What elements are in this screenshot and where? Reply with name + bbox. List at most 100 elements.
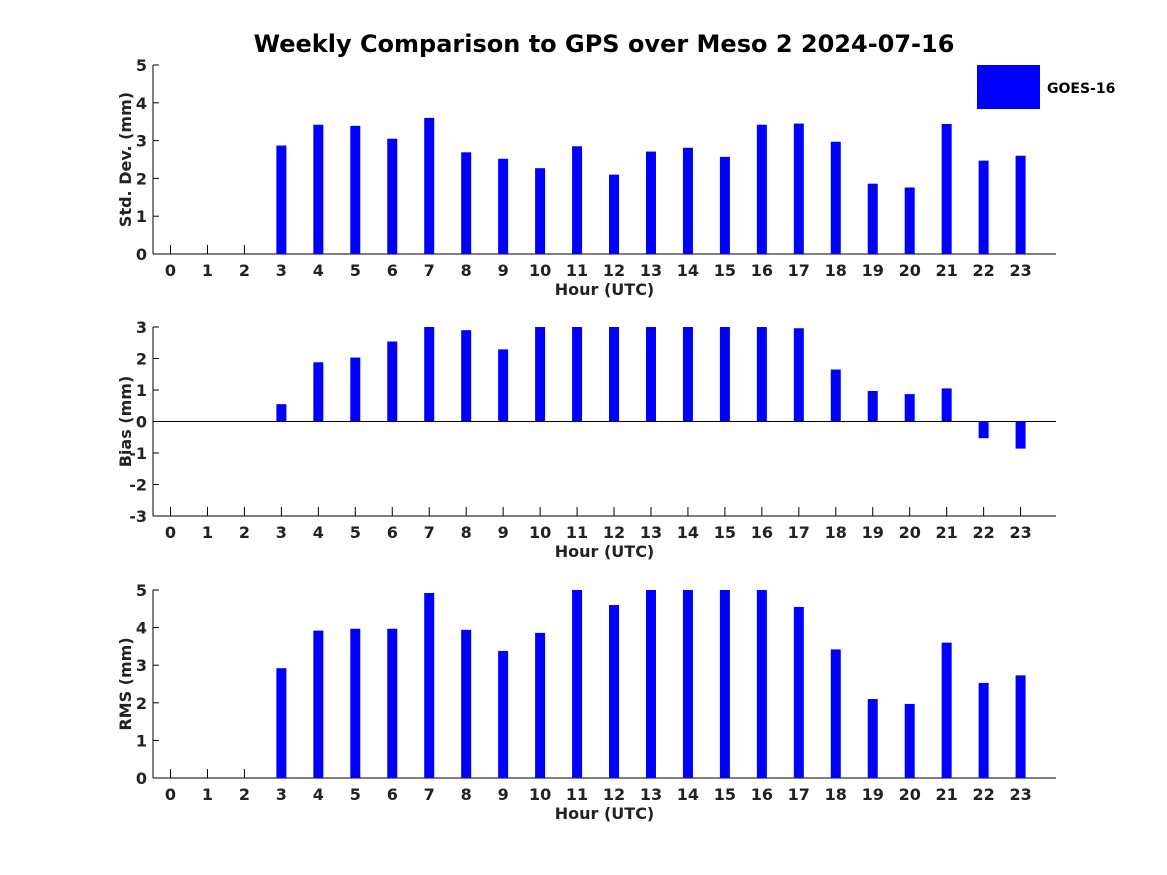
x-tick-label: 1 [202, 261, 213, 280]
x-tick-label: 13 [640, 523, 662, 542]
bar-rms-hour-3 [276, 668, 287, 778]
y-tick-label: -1 [129, 444, 147, 463]
bar-rms-hour-23 [1015, 675, 1026, 778]
bar-rms-hour-17 [793, 606, 804, 778]
x-tick-label: 12 [603, 523, 625, 542]
bar-std-hour-7 [424, 117, 435, 254]
x-tick-label: 3 [276, 523, 287, 542]
x-tick-label: 11 [566, 785, 588, 804]
y-tick-label: 0 [136, 413, 147, 432]
y-axis-label: Std. Dev. (mm) [116, 92, 135, 227]
bar-rms-hour-6 [387, 628, 398, 778]
x-tick-label: 0 [165, 785, 176, 804]
x-tick-label: 12 [603, 261, 625, 280]
x-axis-label: Hour (UTC) [555, 542, 655, 561]
x-tick-label: 21 [936, 523, 958, 542]
x-tick-label: 17 [788, 785, 810, 804]
x-tick-label: 18 [825, 523, 847, 542]
x-tick-label: 9 [498, 523, 509, 542]
legend-label: GOES-16 [1047, 81, 1115, 97]
legend-swatch [977, 65, 1040, 109]
x-tick-label: 23 [1009, 261, 1031, 280]
x-tick-label: 10 [529, 785, 551, 804]
y-tick-label: 0 [136, 245, 147, 264]
x-tick-label: 22 [972, 261, 994, 280]
bar-std-hour-18 [830, 141, 841, 254]
x-tick-label: 5 [350, 261, 361, 280]
bar-std-hour-20 [904, 187, 915, 254]
bar-bias-hour-20 [904, 394, 915, 422]
x-tick-label: 15 [714, 261, 736, 280]
bar-std-hour-6 [387, 138, 398, 254]
x-tick-label: 1 [202, 523, 213, 542]
bar-rms-hour-5 [350, 628, 361, 778]
bar-bias-hour-16 [756, 327, 767, 422]
bar-std-hour-23 [1015, 155, 1026, 254]
bar-std-hour-21 [941, 123, 952, 254]
x-tick-label: 6 [387, 261, 398, 280]
bar-std-hour-22 [978, 160, 989, 254]
bar-bias-hour-23 [1015, 421, 1026, 449]
x-tick-label: 2 [239, 261, 250, 280]
bar-bias-hour-6 [387, 341, 398, 422]
y-tick-label: 2 [136, 350, 147, 369]
x-tick-label: 14 [677, 523, 699, 542]
y-tick-label: -2 [129, 476, 147, 495]
x-tick-label: 5 [350, 523, 361, 542]
bar-rms-hour-20 [904, 703, 915, 778]
x-tick-label: 20 [899, 261, 921, 280]
x-axis-label: Hour (UTC) [555, 280, 655, 299]
x-tick-label: 19 [862, 523, 884, 542]
x-tick-label: 19 [862, 785, 884, 804]
y-axis-label: RMS (mm) [116, 637, 135, 730]
bar-std-hour-15 [719, 156, 730, 254]
x-tick-label: 4 [313, 523, 324, 542]
bar-bias-hour-18 [830, 369, 841, 422]
x-tick-label: 1 [202, 785, 213, 804]
bar-rms-hour-15 [719, 590, 730, 778]
x-tick-label: 6 [387, 785, 398, 804]
x-tick-label: 22 [972, 785, 994, 804]
x-tick-label: 4 [313, 261, 324, 280]
y-tick-label: 3 [136, 656, 147, 675]
x-tick-label: 5 [350, 785, 361, 804]
bar-std-hour-9 [498, 158, 509, 254]
y-tick-label: -3 [129, 507, 147, 526]
x-tick-label: 2 [239, 523, 250, 542]
bar-bias-hour-17 [793, 328, 804, 422]
bar-std-hour-3 [276, 145, 287, 254]
y-tick-label: 3 [136, 318, 147, 337]
y-tick-label: 0 [136, 769, 147, 788]
bar-rms-hour-10 [535, 632, 546, 778]
bar-bias-hour-8 [461, 330, 472, 422]
y-tick-label: 4 [136, 619, 147, 638]
bar-bias-hour-9 [498, 349, 509, 422]
x-tick-label: 9 [498, 785, 509, 804]
x-tick-label: 11 [566, 261, 588, 280]
bar-std-hour-17 [793, 123, 804, 254]
bar-rms-hour-7 [424, 593, 435, 778]
bar-bias-hour-7 [424, 327, 435, 422]
bar-bias-hour-14 [682, 327, 693, 422]
x-tick-label: 17 [788, 261, 810, 280]
y-tick-label: 1 [136, 207, 147, 226]
x-tick-label: 9 [498, 261, 509, 280]
x-tick-label: 18 [825, 785, 847, 804]
x-tick-label: 4 [313, 785, 324, 804]
bar-bias-hour-13 [645, 327, 656, 422]
bar-bias-hour-11 [572, 327, 583, 422]
chart-title: Weekly Comparison to GPS over Meso 2 202… [254, 30, 955, 58]
x-tick-label: 10 [529, 261, 551, 280]
bar-std-hour-10 [535, 168, 546, 254]
y-tick-label: 1 [136, 731, 147, 750]
bar-std-hour-4 [313, 124, 324, 254]
x-tick-label: 23 [1009, 523, 1031, 542]
bar-rms-hour-16 [756, 590, 767, 778]
x-tick-label: 20 [899, 523, 921, 542]
x-tick-label: 8 [461, 785, 472, 804]
x-tick-label: 18 [825, 261, 847, 280]
bar-std-hour-12 [609, 174, 620, 254]
